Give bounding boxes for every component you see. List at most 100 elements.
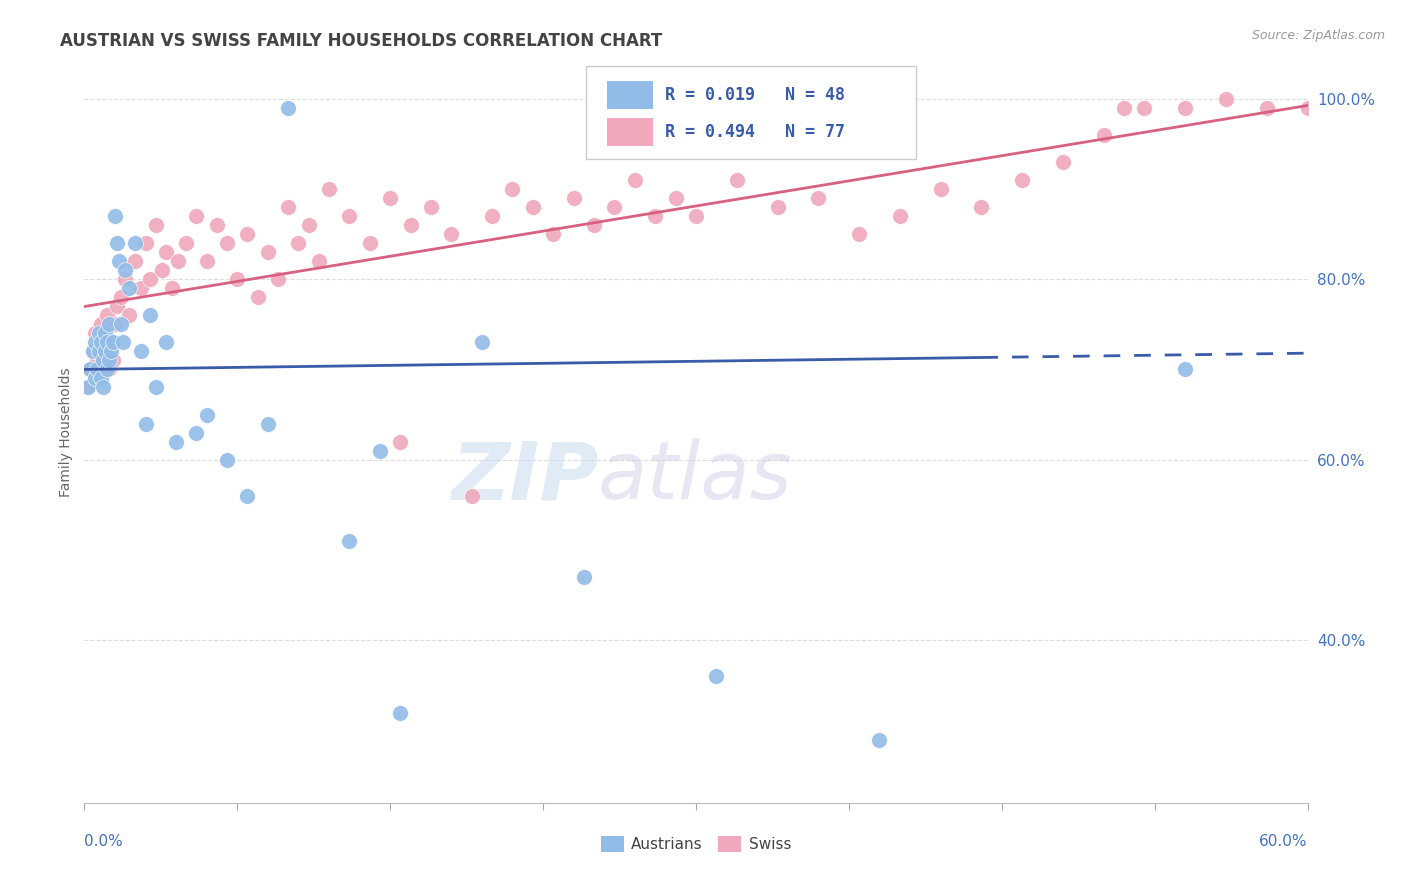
Point xyxy=(970,200,993,214)
Point xyxy=(105,299,128,313)
Point xyxy=(889,209,911,223)
Point xyxy=(174,235,197,250)
Point xyxy=(848,227,870,241)
Point xyxy=(706,669,728,683)
Point xyxy=(368,443,391,458)
Point xyxy=(86,353,108,368)
Point xyxy=(91,353,114,368)
Point xyxy=(77,380,100,394)
Point xyxy=(83,371,105,385)
Point xyxy=(90,318,112,332)
Point xyxy=(929,182,952,196)
Point xyxy=(603,200,626,214)
Point xyxy=(502,182,524,196)
Point xyxy=(318,182,340,196)
Point xyxy=(339,533,361,548)
Point xyxy=(100,344,122,359)
Point xyxy=(155,245,177,260)
Point xyxy=(150,263,173,277)
Point xyxy=(186,425,208,440)
Point xyxy=(90,371,112,385)
Point xyxy=(471,335,494,350)
Point xyxy=(160,281,183,295)
Text: ZIP: ZIP xyxy=(451,438,598,516)
Point xyxy=(104,209,127,223)
Point xyxy=(118,308,141,322)
Point xyxy=(1133,101,1156,115)
Point xyxy=(145,218,167,232)
FancyBboxPatch shape xyxy=(586,66,917,159)
Point xyxy=(112,335,135,350)
Point xyxy=(665,191,688,205)
Point xyxy=(79,362,101,376)
Point xyxy=(217,452,239,467)
Point xyxy=(167,254,190,268)
Point xyxy=(420,200,443,214)
Point xyxy=(124,254,146,268)
Point xyxy=(583,218,606,232)
FancyBboxPatch shape xyxy=(606,118,654,146)
Point xyxy=(217,235,239,250)
Point xyxy=(277,101,299,115)
Point xyxy=(298,218,321,232)
Point xyxy=(257,245,280,260)
Point xyxy=(96,335,118,350)
Point xyxy=(97,318,120,332)
Point xyxy=(108,254,131,268)
Text: Source: ZipAtlas.com: Source: ZipAtlas.com xyxy=(1251,29,1385,42)
Point xyxy=(118,281,141,295)
Point xyxy=(461,489,484,503)
Point xyxy=(104,318,127,332)
Point xyxy=(624,173,647,187)
Point xyxy=(124,235,146,250)
Point xyxy=(135,235,157,250)
Point xyxy=(1011,173,1033,187)
Text: atlas: atlas xyxy=(598,438,793,516)
Point xyxy=(1215,91,1237,105)
FancyBboxPatch shape xyxy=(606,81,654,109)
Point xyxy=(93,326,115,341)
Point xyxy=(83,326,105,341)
Text: AUSTRIAN VS SWISS FAMILY HOUSEHOLDS CORRELATION CHART: AUSTRIAN VS SWISS FAMILY HOUSEHOLDS CORR… xyxy=(60,32,662,50)
Point xyxy=(97,362,120,376)
Point xyxy=(522,200,544,214)
Point xyxy=(96,308,118,322)
Point xyxy=(1174,101,1197,115)
Point xyxy=(195,408,218,422)
Point xyxy=(101,353,124,368)
Point xyxy=(87,344,110,359)
Point xyxy=(138,308,160,322)
Y-axis label: Family Households: Family Households xyxy=(59,368,73,498)
Point xyxy=(97,353,120,368)
Point xyxy=(138,272,160,286)
Point xyxy=(1256,101,1278,115)
Text: 0.0%: 0.0% xyxy=(84,834,124,849)
Point xyxy=(1296,101,1319,115)
Point xyxy=(807,191,830,205)
Point xyxy=(869,732,891,747)
Point xyxy=(86,362,108,376)
Point xyxy=(359,235,381,250)
Point xyxy=(110,290,132,304)
Point xyxy=(205,218,228,232)
Point xyxy=(90,335,112,350)
Point xyxy=(380,191,402,205)
Point xyxy=(91,344,114,359)
Point xyxy=(481,209,503,223)
Point xyxy=(145,380,167,394)
Point xyxy=(339,209,361,223)
Point xyxy=(1114,101,1136,115)
Point xyxy=(308,254,330,268)
Point xyxy=(440,227,463,241)
Point xyxy=(389,706,412,720)
Point xyxy=(277,200,299,214)
Point xyxy=(82,344,104,359)
Point xyxy=(101,335,124,350)
Point xyxy=(186,209,208,223)
Text: 60.0%: 60.0% xyxy=(1260,834,1308,849)
Point xyxy=(287,235,309,250)
Point xyxy=(131,281,153,295)
Point xyxy=(562,191,585,205)
Point xyxy=(155,335,177,350)
Point xyxy=(572,570,595,584)
